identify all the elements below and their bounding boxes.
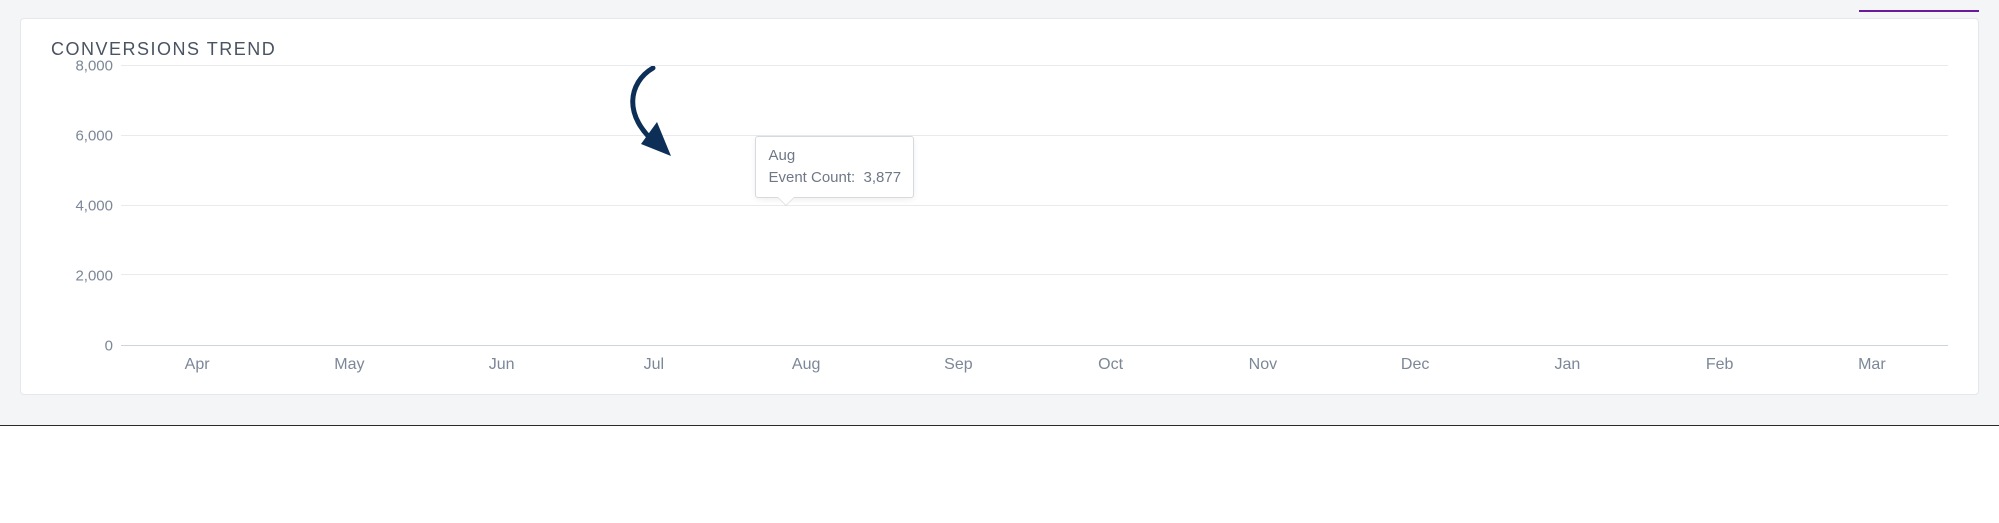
- tooltip-label: Event Count:: [768, 169, 863, 186]
- bars-container: [121, 66, 1948, 345]
- conversions-trend-card: CONVERSIONS TREND 02,0004,0006,0008,000 …: [20, 18, 1979, 395]
- page-background: CONVERSIONS TREND 02,0004,0006,0008,000 …: [0, 0, 1999, 426]
- tooltip-month: Aug: [768, 145, 901, 167]
- y-tick-label: 4,000: [75, 198, 113, 215]
- x-tick-label: Jun: [426, 356, 578, 374]
- card-title: CONVERSIONS TREND: [51, 39, 1948, 60]
- x-tick-label: Aug: [730, 356, 882, 374]
- y-tick-label: 6,000: [75, 128, 113, 145]
- x-tick-label: Mar: [1796, 356, 1948, 374]
- x-tick-label: Oct: [1035, 356, 1187, 374]
- y-tick-label: 2,000: [75, 268, 113, 285]
- chart-plot-area[interactable]: Aug Event Count: 3,877: [121, 66, 1948, 346]
- x-tick-label: May: [273, 356, 425, 374]
- x-tick-label: Jan: [1491, 356, 1643, 374]
- grid-line: [121, 135, 1948, 136]
- grid-line: [121, 274, 1948, 275]
- accent-bar: [1859, 10, 1979, 12]
- x-tick-label: Apr: [121, 356, 273, 374]
- y-axis: 02,0004,0006,0008,000: [51, 66, 121, 346]
- grid-line: [121, 205, 1948, 206]
- chart-tooltip: Aug Event Count: 3,877: [755, 136, 914, 198]
- grid-line: [121, 65, 1948, 66]
- x-tick-label: Dec: [1339, 356, 1491, 374]
- x-tick-label: Jul: [578, 356, 730, 374]
- x-tick-label: Feb: [1644, 356, 1796, 374]
- x-tick-label: Sep: [882, 356, 1034, 374]
- y-tick-label: 8,000: [75, 58, 113, 75]
- x-axis: AprMayJunJulAugSepOctNovDecJanFebMar: [121, 346, 1948, 374]
- conversions-trend-chart: 02,0004,0006,0008,000 Aug Event Count: 3…: [51, 66, 1948, 374]
- y-tick-label: 0: [105, 338, 113, 355]
- x-tick-label: Nov: [1187, 356, 1339, 374]
- tooltip-value: 3,877: [864, 169, 902, 186]
